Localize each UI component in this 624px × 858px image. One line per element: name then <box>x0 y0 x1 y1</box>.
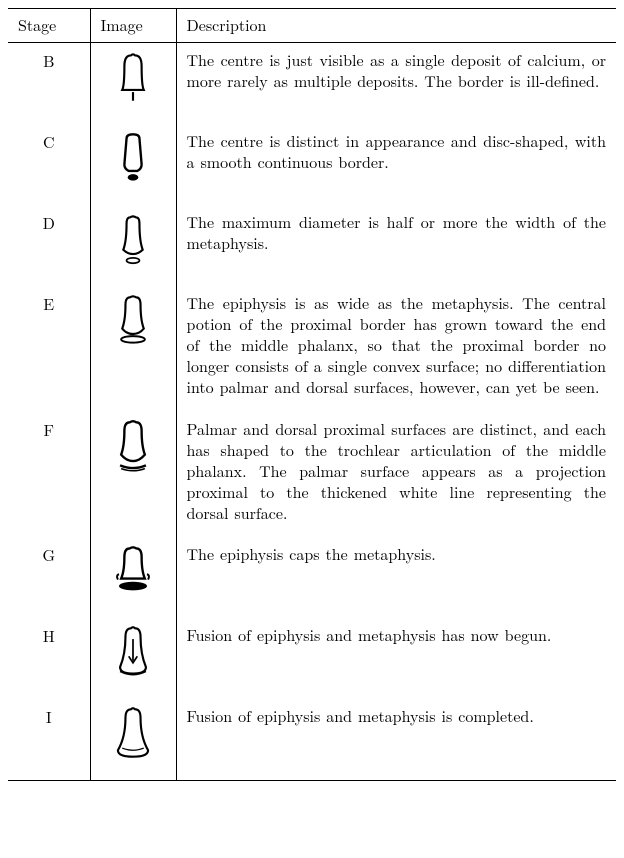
col-header-description: Description <box>176 9 616 43</box>
stage-description: Fusion of epiphysis and metaphysis is co… <box>176 699 616 781</box>
stage-label: I <box>8 699 90 781</box>
phalanx-stage-d-icon <box>109 211 157 267</box>
stage-description: The centre is distinct in appearance and… <box>176 124 616 205</box>
table-header-row: Stage Image Description <box>8 9 616 43</box>
table-row: I Fusion of epiphysis and metaphysis is c… <box>8 699 616 781</box>
stage-label: H <box>8 618 90 699</box>
phalanx-stage-i-icon <box>109 705 157 761</box>
stage-image-cell <box>90 124 176 205</box>
table-row: H Fusion of epiphysis and metaphysis has … <box>8 618 616 699</box>
phalanx-stage-h-icon <box>109 624 157 680</box>
table-row: F Palmar and dorsal proximal surfaces are… <box>8 412 616 538</box>
stage-label: E <box>8 286 90 412</box>
table-row: B The centre is just visible as a single … <box>8 43 616 124</box>
stage-label: F <box>8 412 90 538</box>
stage-label: C <box>8 124 90 205</box>
stage-description: The epiphysis is as wide as the metaphys… <box>176 286 616 412</box>
col-header-stage: Stage <box>8 9 90 43</box>
stage-image-cell <box>90 412 176 538</box>
phalanx-stage-b-icon <box>109 49 157 105</box>
phalanx-stage-c-icon <box>109 130 157 186</box>
stage-description: The maximum diameter is half or more the… <box>176 205 616 286</box>
stage-description: Fusion of epiphysis and metaphysis has n… <box>176 618 616 699</box>
stage-label: B <box>8 43 90 124</box>
stage-image-cell <box>90 43 176 124</box>
stage-image-cell <box>90 618 176 699</box>
stage-image-cell <box>90 699 176 781</box>
phalanx-stage-e-icon <box>109 292 157 348</box>
stage-description: The centre is just visible as a single d… <box>176 43 616 124</box>
phalanx-stage-f-icon <box>109 418 157 474</box>
bone-stages-table: Stage Image Description B The centre is j… <box>8 8 616 781</box>
stage-label: G <box>8 537 90 618</box>
stage-description: The epiphysis caps the metaphysis. <box>176 537 616 618</box>
table-row: G The epiphysis caps the metaphysis. <box>8 537 616 618</box>
stage-label: D <box>8 205 90 286</box>
table-row: E The epiphysis is as wide as the metaphy… <box>8 286 616 412</box>
table-row: C The centre is distinct in appearance an… <box>8 124 616 205</box>
phalanx-stage-g-icon <box>109 543 157 599</box>
stage-description: Palmar and dorsal proximal surfaces are … <box>176 412 616 538</box>
stage-image-cell <box>90 537 176 618</box>
stage-image-cell <box>90 286 176 412</box>
table-row: D The maximum diameter is half or more th… <box>8 205 616 286</box>
stage-image-cell <box>90 205 176 286</box>
col-header-image: Image <box>90 9 176 43</box>
